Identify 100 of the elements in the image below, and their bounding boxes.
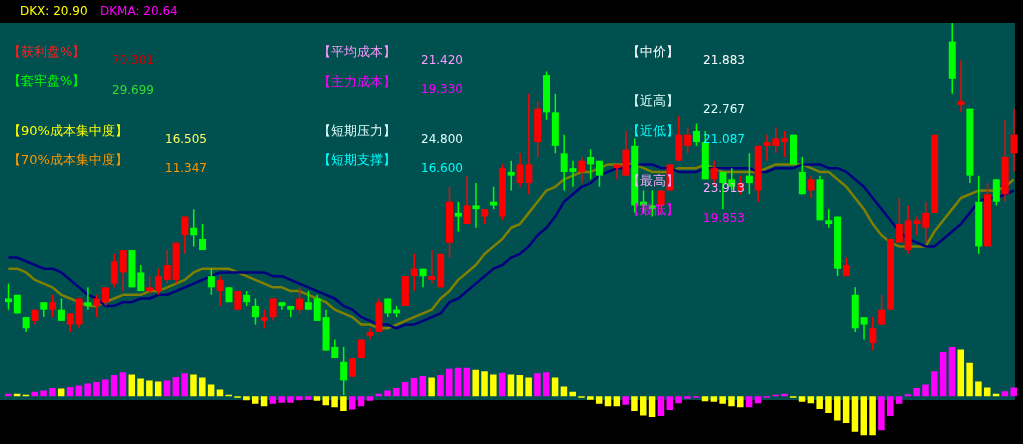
candlestick — [895, 196, 903, 244]
bar — [825, 396, 832, 414]
annotation: 【最高】 — [627, 173, 679, 189]
bar — [842, 396, 850, 423]
candlestick — [304, 289, 312, 311]
bar — [172, 377, 179, 397]
bar — [198, 377, 206, 397]
annotation: 70.301 — [112, 52, 154, 68]
candlestick — [110, 252, 118, 288]
candlestick — [190, 208, 198, 247]
annotation: 21.420 — [421, 52, 463, 68]
bar — [463, 367, 471, 397]
bar — [675, 396, 682, 404]
bar — [251, 396, 259, 404]
bar — [983, 387, 991, 397]
candlestick — [163, 249, 171, 285]
bar — [719, 396, 726, 404]
bar — [260, 396, 268, 407]
bar — [754, 396, 762, 404]
bar — [295, 396, 303, 401]
bar — [40, 390, 47, 397]
bar — [304, 396, 312, 400]
candlestick — [154, 267, 162, 296]
bar — [710, 396, 717, 402]
candlestick — [357, 338, 365, 359]
bar — [489, 374, 497, 397]
bar — [613, 396, 620, 407]
bar — [895, 396, 903, 404]
bar — [939, 351, 947, 397]
candlestick — [825, 208, 833, 229]
candlestick — [798, 155, 806, 195]
candlestick — [251, 297, 259, 325]
candlestick — [410, 252, 418, 292]
bar — [631, 396, 638, 412]
candlestick — [745, 152, 753, 195]
candlestick — [340, 345, 348, 395]
candlestick — [807, 174, 815, 199]
bar — [684, 396, 691, 399]
bar — [878, 396, 885, 431]
bar — [331, 396, 338, 408]
annotation: 22.767 — [703, 101, 745, 117]
annotation: 11.347 — [165, 160, 207, 176]
candlestick — [313, 293, 321, 322]
annotation: 【套牢盘%】 — [8, 73, 86, 89]
candlestick — [595, 159, 603, 188]
bar — [798, 396, 806, 402]
candlestick — [84, 286, 92, 311]
candlestick — [57, 297, 65, 322]
bar — [313, 396, 321, 401]
bar — [657, 396, 665, 417]
candlestick — [869, 316, 877, 352]
bar — [340, 396, 347, 412]
bar — [957, 349, 964, 397]
bar — [736, 396, 744, 408]
annotation: 19.853 — [703, 210, 745, 226]
bar — [428, 377, 435, 397]
candlestick — [578, 155, 586, 184]
bar — [287, 396, 294, 403]
bar — [560, 386, 568, 397]
annotation: 19.330 — [421, 81, 463, 97]
candlestick — [260, 308, 268, 329]
candlestick — [587, 148, 595, 180]
bar — [639, 396, 647, 416]
annotation: 16.505 — [165, 131, 207, 147]
candlestick — [878, 293, 886, 325]
annotation: 【近高】 — [627, 93, 679, 109]
candlestick — [1010, 107, 1018, 173]
bar — [181, 373, 188, 397]
annotation: 【70%成本集中度】 — [8, 152, 128, 168]
annotation: 24.800 — [421, 131, 463, 147]
candlestick — [198, 222, 206, 251]
bar — [966, 362, 973, 397]
candlestick — [295, 286, 303, 314]
bar — [604, 396, 612, 407]
bar — [648, 396, 656, 417]
candlestick — [992, 178, 1000, 206]
bar — [534, 373, 541, 397]
bar — [481, 371, 488, 397]
candlestick — [146, 275, 154, 296]
candlestick — [957, 59, 965, 113]
bar — [542, 372, 550, 397]
candlestick — [93, 293, 101, 318]
bar — [1010, 387, 1017, 397]
bar — [886, 396, 894, 417]
bar — [207, 384, 215, 397]
candlestick — [842, 256, 850, 277]
annotation: 29.699 — [112, 82, 154, 98]
bar — [216, 389, 224, 397]
candlestick — [507, 159, 515, 191]
bar — [146, 380, 153, 397]
bar — [728, 396, 735, 407]
annotation: 【90%成本集中度】 — [8, 123, 128, 139]
candlestick — [269, 297, 277, 322]
candlestick — [922, 200, 930, 244]
bar — [833, 396, 841, 421]
bar — [498, 372, 506, 397]
bar — [190, 374, 197, 397]
candlestick — [454, 200, 462, 232]
annotation: 【短期支撑】 — [318, 152, 396, 168]
bar — [516, 375, 523, 397]
